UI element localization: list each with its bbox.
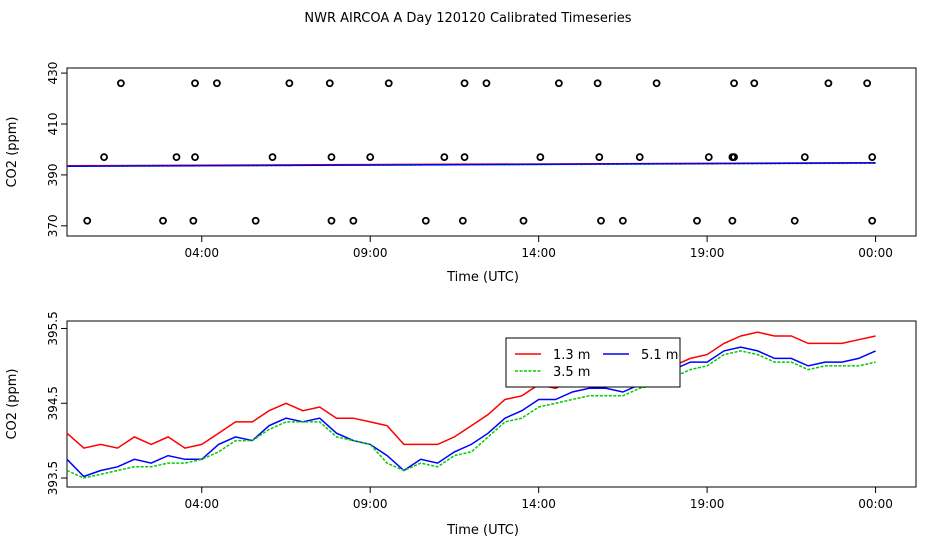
calibration-point [704, 153, 713, 161]
calibration-point [460, 153, 469, 161]
calibration-point [460, 79, 469, 88]
calibration-point [863, 79, 872, 88]
calibration-point [728, 216, 737, 225]
x-tick-label: 14:00 [521, 246, 556, 260]
calibration-point [595, 153, 604, 161]
calibration-point [83, 216, 92, 225]
x-tick-label: 19:00 [690, 246, 725, 260]
calibration-point [458, 216, 467, 225]
legend-label-3-5m: 3.5 m [553, 365, 590, 380]
calibration-point [868, 153, 877, 161]
calibration-point [597, 216, 605, 225]
calibration-point [366, 153, 375, 161]
x-axis-label: Time (UTC) [446, 270, 519, 285]
y-axis: 370 390 410 430 [46, 62, 67, 237]
calibration-point [652, 79, 661, 88]
y-tick-label: 370 [46, 214, 60, 237]
calibration-point [384, 79, 393, 88]
legend-label-5-1m: 5.1 m [641, 348, 678, 363]
calibration-point [750, 79, 759, 88]
x-tick-label: 14:00 [521, 497, 556, 511]
y-axis-label: CO2 (ppm) [5, 368, 20, 439]
calibration-point [349, 216, 358, 225]
y-tick-label: 430 [46, 62, 60, 85]
calibration-point [268, 153, 277, 161]
series-line [66, 162, 876, 168]
calibration-point [730, 153, 738, 161]
x-axis: 04:00 09:00 14:00 19:00 00:00 [184, 487, 893, 511]
calibration-point [325, 79, 334, 88]
y-axis-label: CO2 (ppm) [5, 116, 20, 187]
calibration-point [824, 79, 833, 88]
legend: 1.3 m 5.1 m 3.5 m [505, 337, 681, 388]
figure-title: NWR AIRCOA A Day 120120 Calibrated Times… [304, 11, 631, 26]
calibration-point [800, 153, 809, 161]
calibration-point [159, 216, 167, 225]
timeseries-panel: 393.5 394.5 395.5 04:00 09:00 14:00 19:00 00:0… [5, 311, 917, 538]
y-tick-label: 395.5 [46, 311, 60, 345]
series-line [66, 350, 876, 479]
y-tick-label: 390 [46, 163, 60, 186]
x-tick-label: 04:00 [184, 497, 219, 511]
calibration-point [421, 216, 430, 225]
x-tick-label: 09:00 [353, 497, 388, 511]
calibration-point [440, 153, 449, 161]
x-tick-label: 00:00 [858, 246, 893, 260]
calibration-point [593, 79, 602, 88]
calibration-point [285, 79, 294, 88]
calibration-point [191, 153, 199, 161]
x-tick-label: 00:00 [858, 497, 893, 511]
x-axis: 04:00 09:00 14:00 19:00 00:00 [184, 236, 893, 260]
series-line [66, 346, 876, 478]
calibration-point [536, 153, 545, 161]
calibration-point [327, 153, 336, 161]
legend-label-1-3m: 1.3 m [553, 348, 590, 363]
plot-frame [66, 320, 917, 488]
calibration-point [213, 79, 221, 88]
calibration-point [554, 79, 563, 88]
x-tick-label: 09:00 [353, 246, 388, 260]
calibration-point [790, 216, 799, 225]
y-axis: 393.5 394.5 395.5 [46, 311, 67, 495]
calibration-point [327, 216, 336, 225]
x-tick-label: 19:00 [690, 497, 725, 511]
calibration-point [117, 79, 125, 88]
plot-area [66, 79, 877, 225]
x-tick-label: 04:00 [184, 246, 219, 260]
plot-frame [66, 67, 917, 237]
calibration-panel: 370 390 410 430 04:00 09:00 14:00 19:00 00:00 T… [5, 62, 917, 285]
calibration-point [519, 216, 528, 225]
y-tick-label: 393.5 [46, 461, 60, 495]
calibration-point [693, 216, 701, 225]
y-tick-label: 394.5 [46, 386, 60, 420]
y-tick-label: 410 [46, 113, 60, 136]
calibration-point [482, 79, 491, 88]
series-line [66, 331, 876, 449]
calibration-point [730, 79, 738, 88]
x-axis-label: Time (UTC) [446, 523, 519, 538]
calibration-point [251, 216, 260, 225]
calibration-point [172, 153, 181, 161]
legend-box [505, 337, 681, 388]
calibration-point [635, 153, 644, 161]
calibration-point [189, 216, 198, 225]
calibration-point [618, 216, 627, 225]
calibration-point [100, 153, 108, 161]
plot-area [66, 331, 876, 479]
calibration-point [191, 79, 199, 88]
calibration-point [868, 216, 877, 225]
